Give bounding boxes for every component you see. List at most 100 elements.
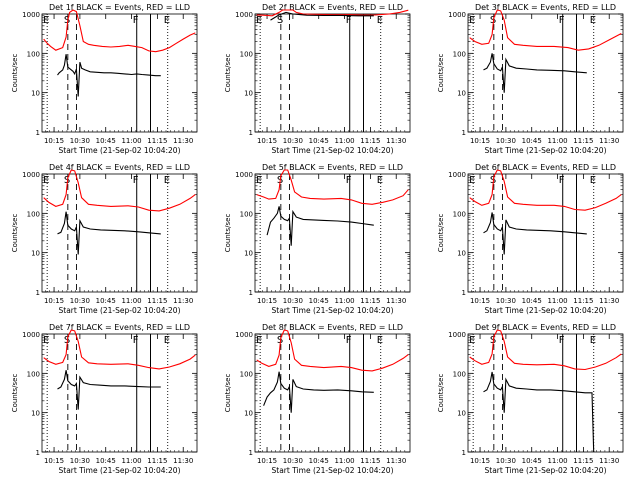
series-events-line	[270, 11, 374, 21]
x-tick-label: 11:30	[386, 297, 406, 305]
y-tick-label: 100	[27, 210, 40, 218]
plot-frame	[467, 333, 624, 453]
dashed-marker-label: S	[64, 15, 70, 26]
series-lld-line	[43, 169, 196, 212]
panel-1: Det 1f BLACK = Events, RED = LLD 1 10 100 10…	[11, 3, 198, 155]
y-tick-label: 1000	[235, 171, 253, 179]
panel-title: Det 8f BLACK = Events, RED = LLD	[262, 323, 403, 332]
x-tick-label: 10:30	[496, 457, 516, 465]
x-tick-label: 10:15	[257, 457, 277, 465]
y-axis-label: Counts/sec	[224, 374, 232, 413]
y-tick-label: 1	[462, 129, 466, 137]
series-events-line	[263, 371, 374, 413]
y-tick-label: 1	[462, 449, 466, 457]
solid-marker-label: F	[133, 175, 139, 186]
x-tick-label: 11:00	[121, 297, 141, 305]
plot-frame	[254, 173, 411, 293]
y-tick-label: 10	[31, 410, 40, 418]
x-tick-label: 11:15	[573, 457, 593, 465]
plot-frame	[254, 333, 411, 453]
y-tick-label: 10	[457, 410, 466, 418]
dotted-marker-label: E	[164, 335, 170, 346]
panel-title: Det 5f BLACK = Events, RED = LLD	[262, 163, 403, 172]
y-tick-label: 1000	[235, 11, 253, 19]
solid-marker-label: F	[133, 335, 139, 346]
y-axis-label: Counts/sec	[437, 374, 445, 413]
panel-title: Det 7f BLACK = Events, RED = LLD	[49, 323, 190, 332]
x-tick-label: 10:30	[496, 297, 516, 305]
x-tick-label: 10:45	[309, 457, 329, 465]
y-tick-label: 1	[36, 289, 40, 297]
x-tick-label: 11:00	[334, 297, 354, 305]
y-tick-label: 1	[36, 129, 40, 137]
y-tick-label: 100	[240, 210, 253, 218]
panel-3: Det 3f BLACK = Events, RED = LLD 1 10 100 10…	[437, 3, 624, 155]
x-tick-label: 11:00	[547, 457, 567, 465]
dotted-marker-label: E	[256, 15, 262, 26]
dotted-marker-label: E	[377, 335, 383, 346]
x-tick-label: 10:45	[309, 297, 329, 305]
x-tick-label: 11:15	[360, 137, 380, 145]
y-tick-label: 1000	[448, 11, 466, 19]
panel-title: Det 4f BLACK = Events, RED = LLD	[49, 163, 190, 172]
panel-8: Det 8f BLACK = Events, RED = LLD 1 10 100 10…	[224, 323, 411, 475]
y-tick-label: 10	[31, 90, 40, 98]
panel-5: Det 5f BLACK = Events, RED = LLD 1 10 100 10…	[224, 163, 411, 315]
x-tick-label: 10:15	[470, 457, 490, 465]
x-tick-label: 10:15	[257, 137, 277, 145]
series-events-line	[57, 370, 161, 410]
y-axis-label: Counts/sec	[11, 374, 19, 413]
series-events-line	[483, 53, 587, 93]
dotted-marker-label: E	[256, 175, 262, 186]
dotted-marker-label: E	[469, 15, 475, 26]
x-tick-label: 11:00	[547, 137, 567, 145]
y-tick-label: 100	[240, 370, 253, 378]
dotted-marker-label: E	[377, 175, 383, 186]
x-tick-label: 10:30	[283, 457, 303, 465]
x-tick-label: 11:30	[173, 137, 193, 145]
y-tick-label: 100	[453, 370, 466, 378]
x-tick-label: 11:15	[147, 297, 167, 305]
dotted-marker-label: E	[590, 335, 596, 346]
panel-title: Det 2f BLACK = Events, RED = LLD	[262, 3, 403, 12]
x-axis-label: Start Time (21-Sep-02 10:04:20)	[485, 306, 607, 315]
y-tick-label: 1	[249, 289, 253, 297]
y-tick-label: 100	[27, 370, 40, 378]
panel-6: Det 6f BLACK = Events, RED = LLD 1 10 100 10…	[437, 163, 624, 315]
y-tick-label: 1000	[448, 171, 466, 179]
series-lld-line	[256, 9, 409, 17]
y-tick-label: 1000	[448, 331, 466, 339]
series-events-line	[57, 54, 161, 97]
y-tick-label: 100	[27, 50, 40, 58]
y-axis-label: Counts/sec	[11, 54, 19, 93]
y-tick-label: 10	[457, 90, 466, 98]
series-events-line	[483, 212, 587, 255]
panel-title: Det 9f BLACK = Events, RED = LLD	[475, 323, 616, 332]
x-tick-label: 11:30	[599, 297, 619, 305]
y-tick-label: 1000	[22, 171, 40, 179]
x-tick-label: 11:30	[599, 457, 619, 465]
dotted-marker-label: E	[377, 15, 383, 26]
solid-marker-label: F	[346, 335, 352, 346]
series-events-line	[57, 211, 161, 255]
x-tick-label: 11:30	[173, 457, 193, 465]
x-axis-label: Start Time (21-Sep-02 10:04:20)	[272, 146, 394, 155]
x-tick-label: 10:45	[309, 137, 329, 145]
x-tick-label: 10:45	[522, 137, 542, 145]
series-lld-line	[256, 329, 409, 372]
y-tick-label: 100	[240, 50, 253, 58]
x-tick-label: 11:30	[386, 457, 406, 465]
plot-frame	[467, 173, 624, 293]
y-tick-label: 10	[244, 410, 253, 418]
y-tick-label: 100	[453, 50, 466, 58]
y-tick-label: 10	[244, 250, 253, 258]
y-tick-label: 10	[31, 250, 40, 258]
x-axis-label: Start Time (21-Sep-02 10:04:20)	[485, 466, 607, 475]
x-axis-label: Start Time (21-Sep-02 10:04:20)	[485, 146, 607, 155]
x-tick-label: 11:30	[173, 297, 193, 305]
y-tick-label: 1	[249, 129, 253, 137]
x-tick-label: 10:15	[257, 297, 277, 305]
x-tick-label: 11:00	[121, 137, 141, 145]
x-tick-label: 10:45	[522, 457, 542, 465]
y-tick-label: 1000	[22, 11, 40, 19]
